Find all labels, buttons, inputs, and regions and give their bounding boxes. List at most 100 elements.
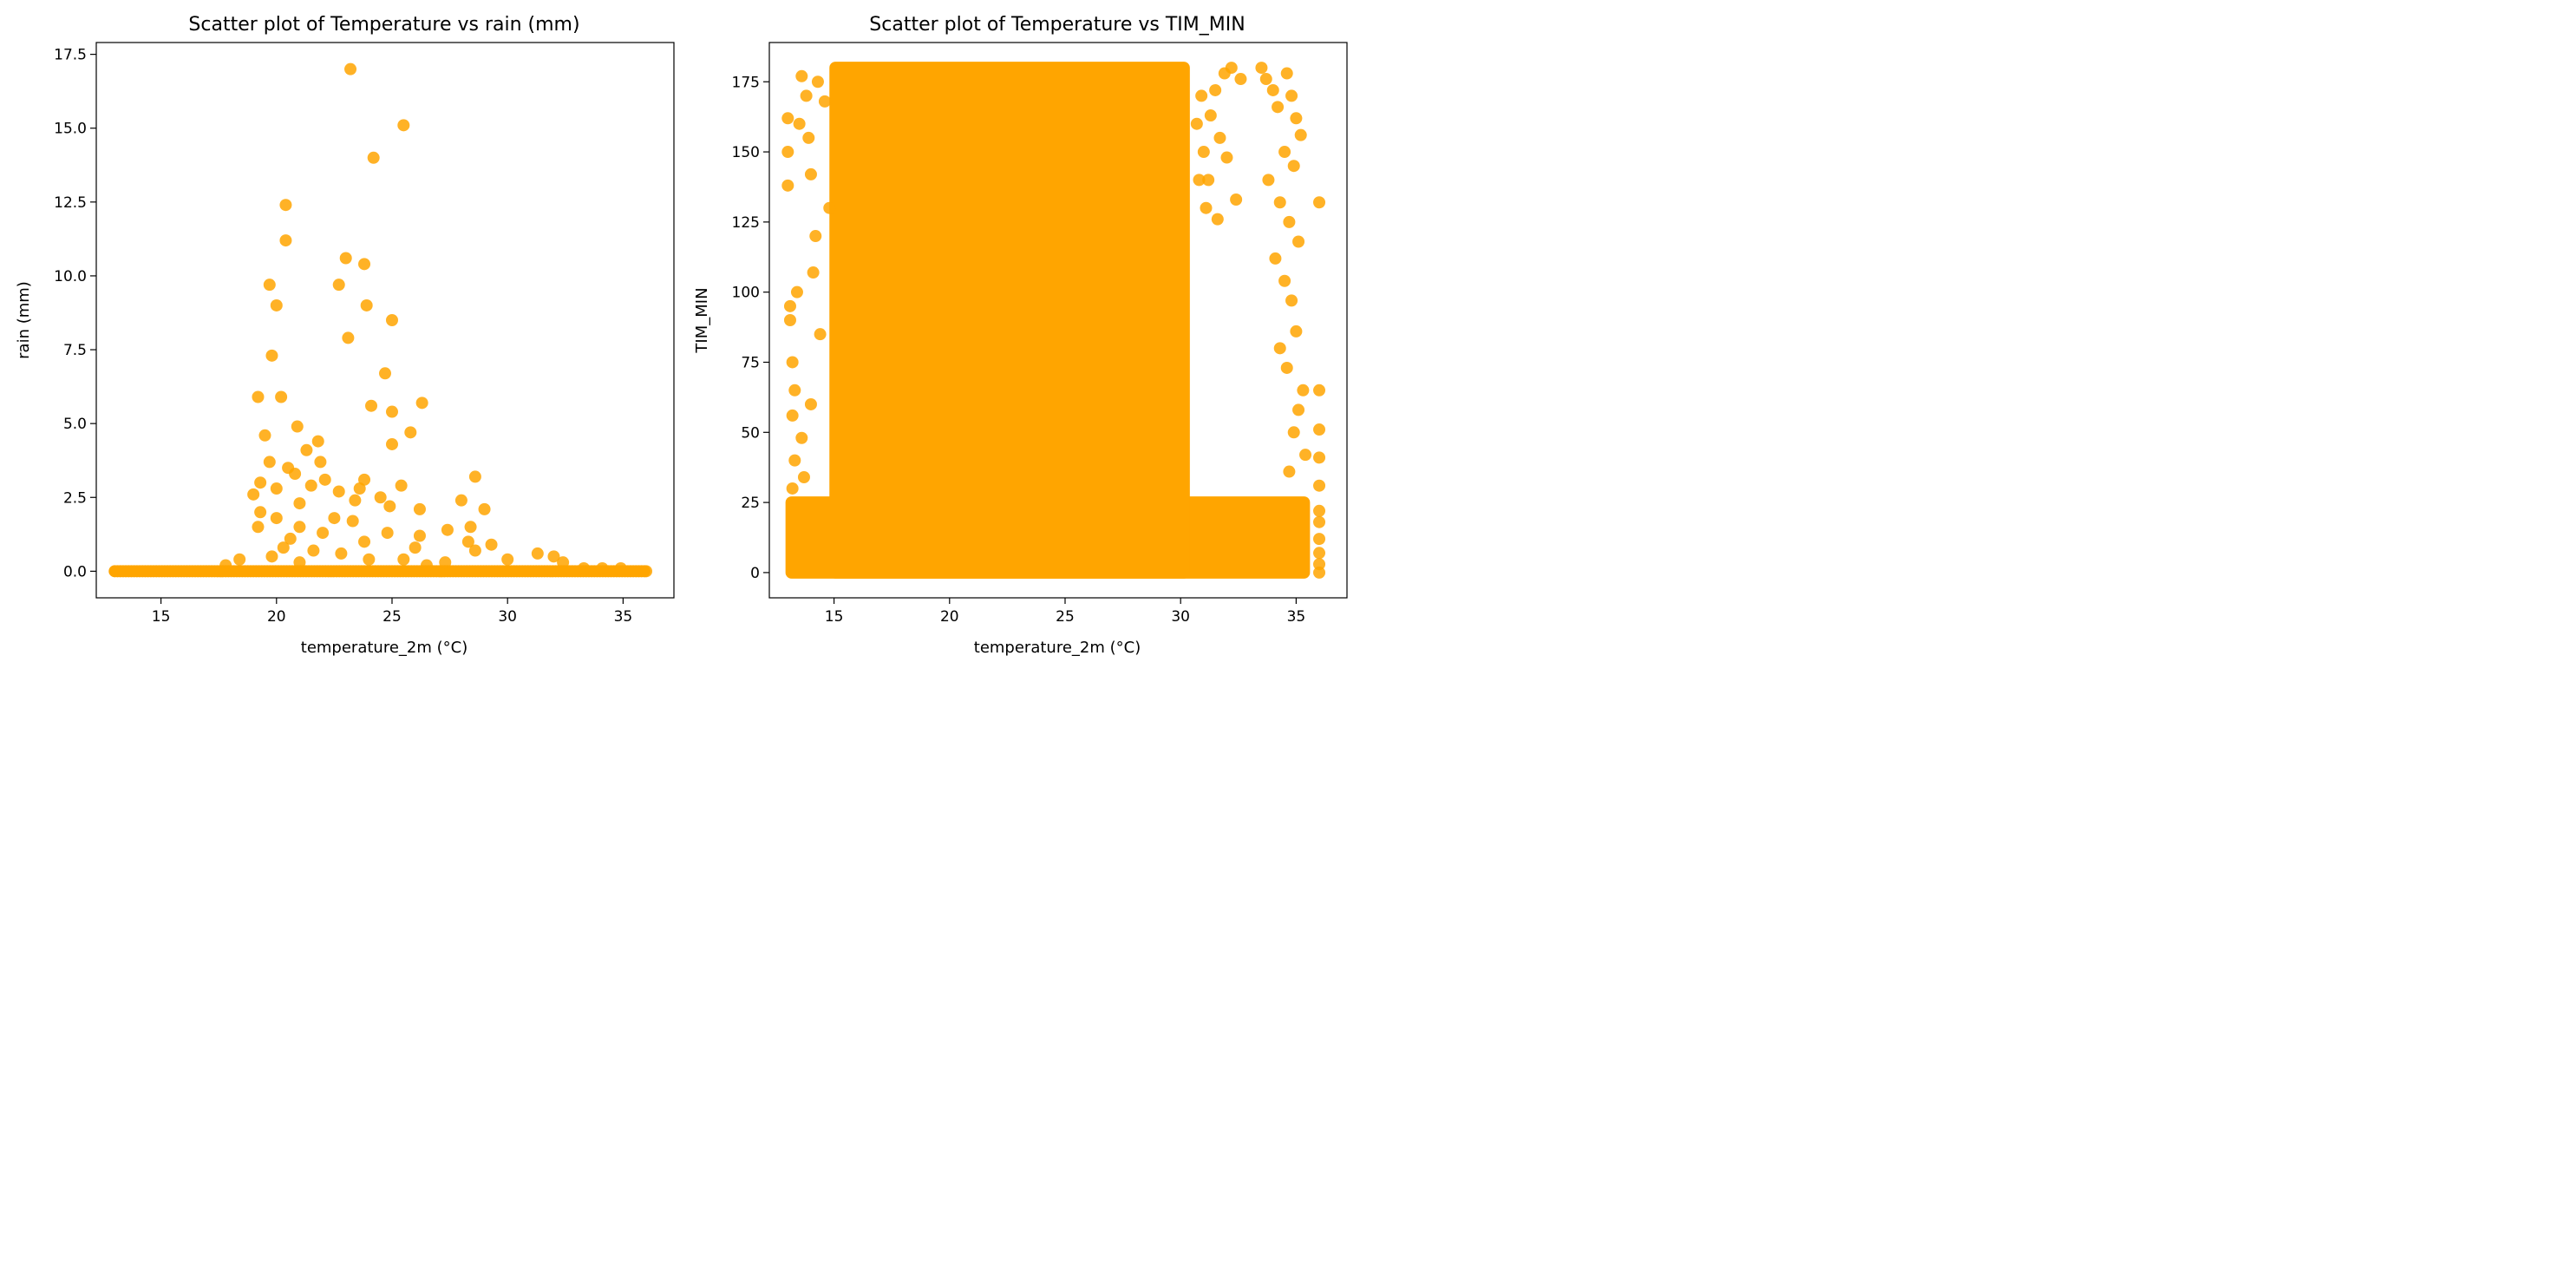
x-tick-label: 20 [940,608,959,626]
data-point [349,494,362,507]
y-axis: 0 25 50 75 100 125 150 175 [732,74,769,582]
data-point [1313,558,1326,571]
y-tick-label: 150 [732,144,760,161]
data-point [1313,384,1326,397]
data-point [1297,384,1310,397]
data-point [317,527,330,540]
data-point [1313,504,1326,517]
data-point [284,532,297,545]
data-point [557,556,570,569]
data-point [1287,160,1300,173]
data-point [263,456,276,469]
data-point [1292,235,1305,248]
data-point [1273,196,1286,209]
y-tick-label: 2.5 [63,489,87,507]
y-tick-label: 175 [732,74,760,91]
x-axis: 15 20 25 30 35 [152,598,632,626]
plot-frame [768,42,1348,599]
data-point [311,435,324,448]
data-point [454,494,467,507]
data-point [385,314,398,326]
data-point [1313,566,1326,579]
data-point [385,437,398,450]
data-point [383,500,396,513]
data-point [814,328,827,341]
data-point [1299,449,1312,462]
y-tick-label: 50 [741,424,760,442]
data-point [802,131,815,144]
data-point [468,470,481,483]
x-axis-label: temperature_2m (°C) [974,639,1141,657]
data-point [300,443,313,456]
data-point [1313,533,1326,546]
data-point [1255,62,1268,75]
data-point [1234,73,1247,86]
data-point [263,279,276,292]
data-point [596,561,609,574]
data-point [1259,73,1272,86]
data-point [478,502,491,515]
data-point [1211,213,1224,226]
data-point [786,356,799,369]
y-tick-label: 12.5 [54,194,87,212]
data-point [468,544,481,557]
data-point [1283,215,1296,228]
data-point [795,69,808,82]
data-point [1294,128,1307,141]
data-point [404,426,417,439]
x-tick-label: 35 [1287,608,1306,626]
data-point [1313,479,1326,492]
x-axis: 15 20 25 30 35 [825,598,1305,626]
data-point [1204,109,1217,122]
data-point [1280,67,1293,80]
data-point [413,529,426,542]
y-axis: 0.0 2.5 5.0 7.5 10.0 12.5 15.0 17.5 [54,47,96,580]
data-point [811,75,824,89]
data-point [254,476,267,489]
data-point [270,298,283,311]
data-point [344,62,357,75]
data-point [358,258,371,271]
data-point [461,535,474,548]
data-point [304,479,317,492]
data-point [547,550,560,563]
data-point [1272,101,1285,114]
data-point [1285,89,1298,102]
data-point [1273,342,1286,355]
data-point [265,550,278,563]
data-point [1195,89,1208,102]
data-point [307,544,320,557]
data-point [818,95,831,108]
data-point [1313,196,1326,209]
x-tick-label: 20 [267,608,286,626]
data-point [1280,361,1293,374]
data-points [108,62,653,578]
data-point [1290,112,1303,125]
data-point [1213,131,1226,144]
data-point [291,420,304,433]
data-point [1290,325,1303,338]
data-point [786,482,799,495]
data-point [797,471,810,484]
x-tick-label: 30 [1171,608,1190,626]
data-point [367,151,380,164]
data-point [795,431,808,444]
data-point [332,485,345,498]
data-point [353,482,366,495]
data-point [314,456,327,469]
data-point [800,89,813,102]
y-tick-label: 5.0 [63,416,87,433]
data-point [265,349,278,362]
data-point [413,502,426,515]
data-point [804,167,817,180]
data-point [247,488,260,501]
data-point [786,409,799,422]
data-point [328,512,341,525]
data-point [1278,274,1291,287]
data-point [1266,83,1279,96]
data-point [781,146,794,159]
data-point [1269,252,1282,265]
data-point [252,390,265,403]
y-tick-label: 100 [732,285,760,302]
data-point [258,429,271,442]
